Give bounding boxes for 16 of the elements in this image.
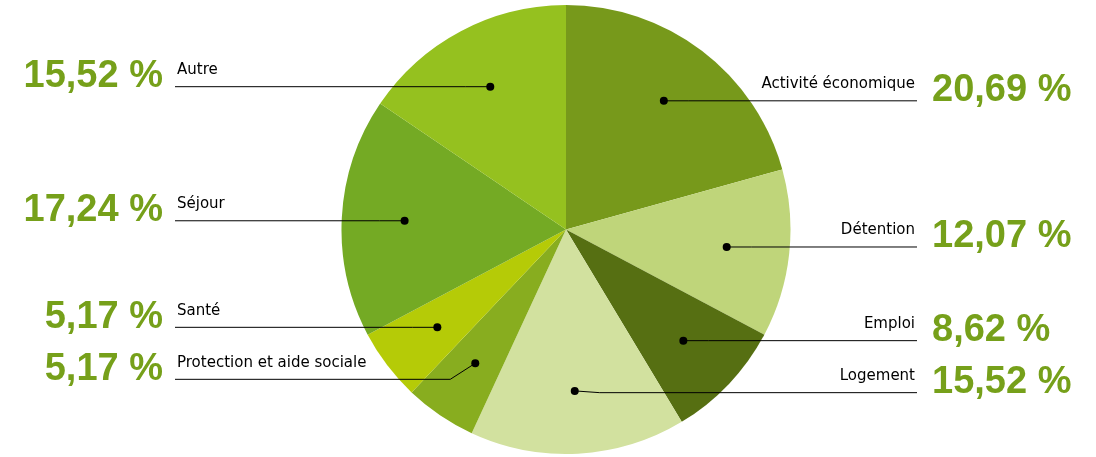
data-label: 15,52 % bbox=[23, 53, 163, 96]
slice-label: Activité économique bbox=[761, 74, 915, 93]
slice-label: Protection et aide sociale bbox=[177, 352, 367, 371]
slice-label: Séjour bbox=[177, 194, 226, 213]
slice-label: Détention bbox=[840, 220, 915, 239]
data-label: 15,52 % bbox=[932, 359, 1072, 402]
slice-label: Logement bbox=[839, 366, 916, 385]
slice-label: Emploi bbox=[863, 314, 915, 333]
data-label: 5,17 % bbox=[44, 293, 163, 336]
data-label: 17,24 % bbox=[23, 187, 163, 230]
slice-label: Autre bbox=[177, 60, 218, 79]
slice-label: Santé bbox=[177, 300, 221, 319]
data-label: 20,69 % bbox=[932, 67, 1072, 110]
data-label: 8,62 % bbox=[932, 307, 1051, 350]
data-label: 12,07 % bbox=[932, 213, 1072, 256]
data-label: 5,17 % bbox=[44, 345, 163, 388]
